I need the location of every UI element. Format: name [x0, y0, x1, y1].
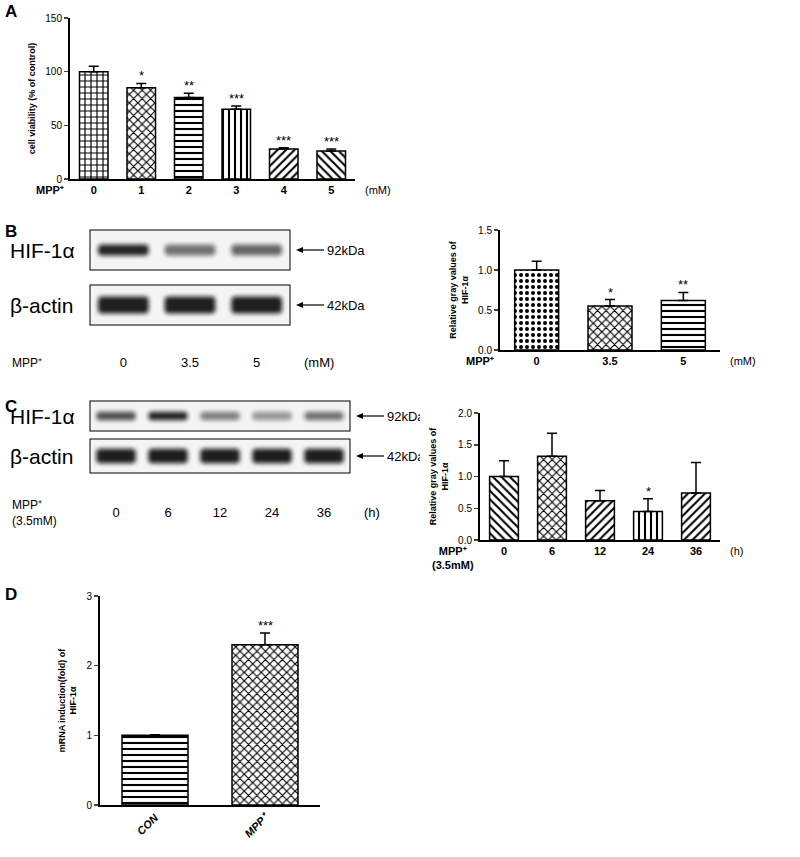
svg-text:0: 0	[120, 355, 127, 370]
svg-text:0: 0	[112, 505, 119, 520]
svg-text:5: 5	[253, 355, 260, 370]
svg-text:MPP⁺: MPP⁺	[36, 184, 64, 196]
svg-text:***: ***	[276, 133, 291, 148]
svg-text:36: 36	[317, 505, 331, 520]
svg-text:Relative gray values ofHIF-1α: Relative gray values ofHIF-1α	[448, 240, 470, 339]
svg-text:3.5: 3.5	[181, 355, 199, 370]
svg-text:6: 6	[549, 545, 555, 557]
svg-text:***: ***	[324, 134, 339, 149]
svg-text:(h): (h)	[730, 545, 743, 557]
svg-text:1.0: 1.0	[478, 265, 492, 276]
svg-text:0: 0	[534, 355, 540, 367]
svg-text:(h): (h)	[364, 505, 380, 520]
svg-text:0: 0	[86, 800, 92, 811]
svg-text:*: *	[608, 285, 613, 300]
svg-text:MPP⁺: MPP⁺	[242, 810, 272, 840]
svg-text:mRNA induction(fold) ofHIF-1α: mRNA induction(fold) ofHIF-1α	[57, 648, 79, 753]
svg-text:5: 5	[328, 184, 334, 196]
svg-text:MPP⁺(3.5mM): MPP⁺(3.5mM)	[432, 545, 474, 571]
svg-text:**: **	[678, 277, 688, 292]
svg-text:1: 1	[138, 184, 144, 196]
svg-text:Relative gray values ofHIF-1α: Relative gray values ofHIF-1α	[428, 427, 450, 526]
svg-text:***: ***	[229, 91, 244, 106]
svg-text:3: 3	[233, 184, 239, 196]
svg-text:24: 24	[265, 505, 279, 520]
svg-text:3.5: 3.5	[602, 355, 617, 367]
svg-text:(mM): (mM)	[365, 184, 391, 196]
svg-text:2: 2	[86, 660, 92, 671]
svg-text:12: 12	[594, 545, 606, 557]
svg-text:42kDa: 42kDa	[327, 298, 365, 313]
svg-text:42kDa: 42kDa	[387, 449, 420, 464]
svg-text:0: 0	[91, 184, 97, 196]
svg-text:CON: CON	[135, 811, 162, 838]
svg-text:HIF-1α: HIF-1α	[10, 239, 75, 262]
svg-text:12: 12	[213, 505, 227, 520]
svg-text:MPP⁺: MPP⁺	[12, 356, 42, 370]
svg-text:1.5: 1.5	[478, 225, 492, 236]
svg-text:β-actin: β-actin	[10, 445, 73, 468]
svg-text:0: 0	[501, 545, 507, 557]
svg-text:3: 3	[86, 591, 92, 602]
svg-text:MPP⁺: MPP⁺	[466, 355, 494, 367]
svg-text:92kDa: 92kDa	[387, 409, 420, 424]
svg-text:*: *	[139, 68, 144, 83]
svg-text:0.0: 0.0	[458, 535, 472, 546]
svg-text:(mM): (mM)	[304, 355, 334, 370]
svg-text:6: 6	[164, 505, 171, 520]
svg-text:36: 36	[690, 545, 702, 557]
svg-text:0.5: 0.5	[478, 305, 492, 316]
svg-text:HIF-1α: HIF-1α	[10, 405, 75, 428]
svg-text:**: **	[184, 78, 194, 93]
svg-text:100: 100	[45, 66, 62, 77]
svg-text:MPP⁺: MPP⁺	[12, 498, 42, 512]
svg-text:β-actin: β-actin	[10, 294, 73, 317]
svg-text:1.0: 1.0	[458, 471, 472, 482]
svg-text:0: 0	[56, 174, 62, 185]
svg-text:0.0: 0.0	[478, 345, 492, 356]
svg-text:1: 1	[86, 730, 92, 741]
svg-text:(mM): (mM)	[730, 355, 756, 367]
svg-text:0.5: 0.5	[458, 503, 472, 514]
svg-text:150: 150	[45, 13, 62, 24]
svg-text:***: ***	[258, 618, 273, 633]
svg-text:*: *	[646, 484, 651, 499]
svg-text:5: 5	[680, 355, 686, 367]
svg-text:24: 24	[642, 545, 655, 557]
svg-text:4: 4	[281, 184, 288, 196]
svg-text:1.5: 1.5	[458, 439, 472, 450]
svg-text:cell viability (% of control): cell viability (% of control)	[27, 43, 37, 155]
svg-text:92kDa: 92kDa	[327, 243, 365, 258]
svg-text:2.0: 2.0	[458, 408, 472, 419]
svg-text:(3.5mM): (3.5mM)	[12, 514, 57, 528]
svg-text:50: 50	[51, 120, 63, 131]
svg-text:2: 2	[186, 184, 192, 196]
